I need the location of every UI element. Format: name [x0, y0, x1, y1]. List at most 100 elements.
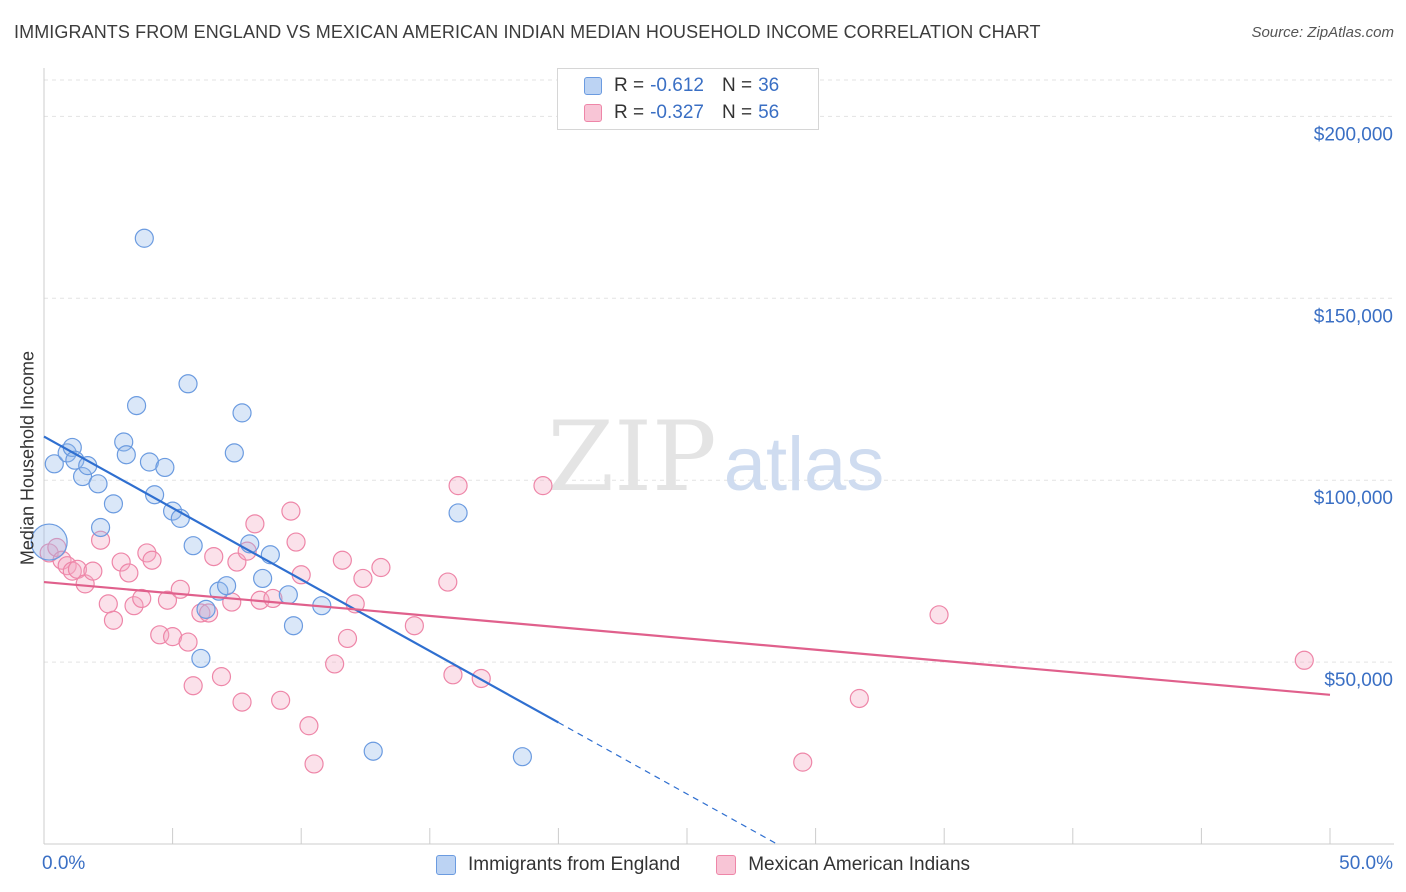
point-england [512, 747, 532, 767]
x-tick-label-min: 0.0% [42, 853, 85, 874]
point-mexican [299, 716, 319, 736]
point-england [116, 445, 136, 465]
point-england [126, 396, 147, 416]
point-mexican [304, 754, 324, 774]
watermark: ZIP atlas [547, 401, 884, 513]
point-mexican [111, 552, 131, 572]
point-england [196, 599, 216, 619]
n-label: N = [721, 102, 753, 123]
point-mexican [183, 676, 203, 696]
point-mexican [119, 563, 139, 583]
mexican-swatch [716, 855, 737, 875]
tick-labels: $50,000 $100,000 $150,000 $200,000 0.0% 50.0% [42, 124, 1393, 874]
trend-line-england [43, 435, 559, 724]
point-england [103, 494, 124, 514]
n-label: N = [721, 75, 753, 96]
stats-legend: R = -0.612 N = 36 R = -0.327 N = 56 [557, 68, 819, 130]
chart-title: IMMIGRANTS FROM ENGLAND VS MEXICAN AMERI… [14, 22, 1041, 42]
point-mexican [57, 556, 77, 576]
point-mexican [271, 690, 291, 710]
legend-item-mexican[interactable]: Mexican American Indians [716, 854, 970, 876]
point-england [90, 517, 111, 538]
point-england [232, 403, 252, 423]
point-mexican [191, 603, 211, 623]
point-england [57, 443, 77, 463]
point-england [217, 576, 237, 596]
point-mexican [371, 557, 391, 578]
y-tick-label: $150,000 [1314, 306, 1393, 327]
r-value: -0.612 [650, 75, 704, 96]
point-england [155, 457, 175, 478]
n-value: 36 [758, 75, 780, 96]
r-value: -0.327 [650, 102, 704, 123]
r-label: R = [614, 75, 645, 96]
point-england [178, 374, 198, 394]
point-mexican [438, 572, 458, 592]
y-tick-label: $50,000 [1324, 670, 1393, 691]
x-tick-label-max: 50.0% [1339, 853, 1393, 874]
point-england [224, 443, 244, 463]
point-mexican [533, 476, 553, 496]
point-mexican [353, 568, 373, 589]
england-swatch [435, 855, 456, 875]
point-england [44, 454, 64, 474]
point-mexican [211, 667, 232, 687]
point-mexican [204, 546, 224, 567]
point-mexican [83, 561, 103, 581]
point-england [260, 545, 280, 565]
point-mexican [103, 610, 124, 630]
point-mexican [199, 603, 219, 623]
stats-row-mexican: R = -0.327 N = 56 [584, 100, 779, 126]
point-mexican [849, 688, 869, 709]
point-mexican [281, 501, 301, 521]
legend-label-mexican: Mexican American Indians [748, 854, 971, 875]
r-label: R = [614, 102, 645, 123]
point-england [253, 568, 273, 589]
mexican-swatch [584, 104, 602, 122]
point-england [278, 585, 298, 605]
series-mexican-points [39, 476, 1314, 774]
point-mexican [142, 550, 162, 570]
point-mexican [337, 628, 358, 649]
trend-line-mexican [43, 580, 1331, 696]
y-axis-label: Median Household Income [17, 350, 38, 566]
point-england [72, 466, 93, 487]
trend-line-england-extension [558, 721, 778, 845]
england-swatch [584, 77, 602, 95]
y-tick-label: $200,000 [1314, 124, 1393, 145]
point-england [283, 616, 304, 636]
stats-row-england: R = -0.612 N = 36 [584, 73, 779, 99]
series-england-points [30, 228, 532, 767]
watermark-zip: ZIP [547, 401, 716, 513]
point-mexican [332, 550, 352, 570]
point-england [448, 503, 468, 523]
point-england [78, 456, 98, 476]
n-value: 56 [758, 102, 780, 123]
point-england [134, 228, 154, 248]
point-england [88, 474, 108, 494]
point-mexican [793, 752, 813, 772]
legend-label-england: Immigrants from England [467, 854, 681, 875]
point-england [30, 523, 68, 561]
y-tick-label: $100,000 [1314, 488, 1393, 509]
point-mexican [132, 588, 152, 609]
axes-layer [43, 68, 1394, 845]
point-mexican [178, 632, 198, 652]
point-mexican [1294, 650, 1314, 670]
point-england [363, 741, 383, 761]
point-mexican [232, 692, 252, 712]
legend-item-england[interactable]: Immigrants from England [435, 854, 681, 876]
watermark-atlas: atlas [724, 422, 885, 507]
trend-lines [43, 435, 1331, 845]
point-mexican [124, 596, 144, 616]
point-mexican [404, 616, 424, 636]
grid-layer [44, 79, 1394, 663]
point-mexican [286, 532, 306, 552]
source-label: Source: ZipAtlas.com [1251, 24, 1394, 41]
point-england [191, 648, 211, 669]
point-mexican [98, 594, 118, 614]
point-england [144, 485, 165, 505]
point-mexican [448, 476, 468, 496]
point-england [183, 536, 203, 556]
